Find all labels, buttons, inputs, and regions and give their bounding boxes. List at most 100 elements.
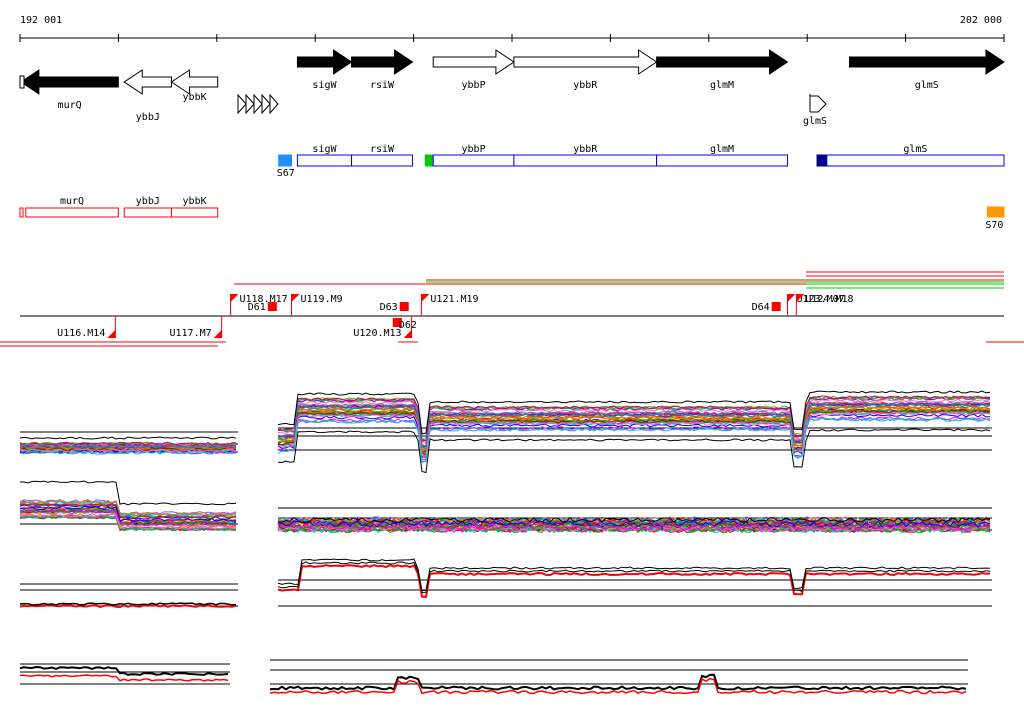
operon-label: ybbP [462, 144, 486, 155]
gene-label: ybbP [462, 80, 486, 91]
profile-line [269, 673, 967, 691]
profile-line [277, 390, 991, 435]
operon-box-ybbJ[interactable] [123, 207, 172, 218]
gene-arrow-glmM[interactable] [656, 49, 789, 75]
feature-flag[interactable] [107, 330, 116, 338]
operon-box-glmS[interactable] [826, 154, 1005, 167]
terminator-icon [269, 93, 279, 115]
feature-dot-label: D61 [248, 302, 266, 313]
profile-line [269, 677, 967, 695]
feature-label: U118.M17 [239, 294, 287, 305]
terminator-icon [237, 93, 247, 115]
gene-label: murQ [58, 100, 82, 111]
feature-flag[interactable] [787, 294, 796, 302]
profile-line [277, 523, 991, 531]
profile-line [19, 674, 229, 682]
gene-arrow-murQ[interactable] [19, 69, 119, 95]
profile-line [19, 503, 237, 520]
profile-line [277, 409, 991, 456]
operon-box-ybbR[interactable] [513, 154, 658, 167]
operon-label: ybbJ [136, 196, 160, 207]
operon-label: ybbR [573, 144, 598, 155]
profile-line [277, 395, 991, 440]
profile-line [19, 603, 237, 609]
feature-label: U117.M7 [169, 328, 211, 339]
terminator-icon [261, 93, 271, 115]
gene-label: ybbR [573, 80, 598, 91]
profile-line [20, 480, 237, 506]
profile-line [277, 564, 990, 598]
gene-arrow-ybbK[interactable] [170, 69, 219, 95]
scale-start-label: 192 001 [20, 15, 62, 26]
profile-line [19, 436, 237, 440]
profile-line [19, 602, 236, 606]
operon-box-ybbP[interactable] [432, 154, 515, 167]
feature-flag[interactable] [213, 330, 222, 338]
profile-line [19, 443, 237, 449]
terminator-icon [253, 93, 263, 115]
operon-marker [986, 206, 1005, 218]
operon-box-rsiW[interactable] [351, 154, 414, 167]
operon-marker [278, 154, 293, 167]
profile-line [19, 499, 237, 516]
gene-label: ybbJ [136, 112, 160, 123]
feature-flag[interactable] [291, 294, 300, 302]
profile-line [277, 428, 991, 474]
feature-dot[interactable] [771, 302, 781, 311]
feature-flag[interactable] [796, 294, 805, 302]
operon-marker-label: S67 [277, 168, 295, 179]
operon-box-ybbK[interactable] [170, 207, 219, 218]
profile-line [19, 447, 237, 452]
profile-line [19, 450, 237, 455]
profile-line [19, 444, 237, 449]
gene-arrow-rsiW[interactable] [351, 49, 414, 75]
feature-label: U119.M9 [301, 294, 343, 305]
feature-flag[interactable] [421, 294, 430, 302]
reverse-operon-track: murQ ybbJ ybbK S70 [19, 196, 1005, 231]
profile-line [19, 513, 237, 530]
gene-arrow-ybbP[interactable] [432, 49, 515, 75]
riboswitch-icon [809, 94, 827, 113]
operon-fragment [19, 207, 24, 218]
operon-box-sigW[interactable] [296, 154, 353, 167]
feature-flag[interactable] [403, 330, 412, 338]
gene-label: glmS [915, 80, 939, 91]
profile-line [277, 561, 991, 594]
feature-flag[interactable] [230, 294, 239, 302]
feature-dot[interactable] [392, 318, 402, 327]
scale-end-label: 202 000 [960, 15, 1002, 26]
feature-label: U120.M13 [353, 328, 401, 339]
profile-line [19, 502, 237, 519]
operon-box-murQ[interactable] [25, 207, 119, 218]
forward-genes-track: sigW rsiW ybbP ybbR glmM glmS [296, 49, 1005, 91]
operon-box-glmM[interactable] [656, 154, 788, 167]
operon-label: murQ [60, 196, 84, 207]
gene-fragment [19, 75, 25, 89]
forward-operon-track: S67 sigW rsiW ybbP ybbR glmM glmS [277, 144, 1005, 179]
gene-arrow-ybbR[interactable] [513, 49, 658, 75]
feature-dot-label: D62 [399, 320, 417, 331]
operon-label: rsiW [370, 144, 395, 155]
profile-line [277, 406, 991, 451]
profile-line [277, 395, 991, 442]
gene-label: glmM [710, 80, 734, 91]
gene-arrow-glmS[interactable] [848, 49, 1005, 75]
profile-line [277, 416, 991, 460]
riboswitch-track: glmS [803, 94, 827, 127]
operon-marker-label: S70 [985, 220, 1003, 231]
gene-arrow-sigW[interactable] [296, 49, 353, 75]
feature-dot[interactable] [399, 302, 409, 311]
profile-line [19, 508, 237, 525]
gene-arrow-ybbJ[interactable] [123, 69, 172, 95]
profile-line [278, 403, 991, 449]
profile-line [19, 441, 237, 446]
operon-marker [424, 154, 434, 167]
terminator-symbols [237, 93, 279, 115]
profile-line [20, 450, 237, 455]
profile-line [277, 516, 991, 524]
feature-dot[interactable] [267, 302, 277, 311]
operon-label: ybbK [183, 196, 207, 207]
profile-line [277, 520, 991, 528]
